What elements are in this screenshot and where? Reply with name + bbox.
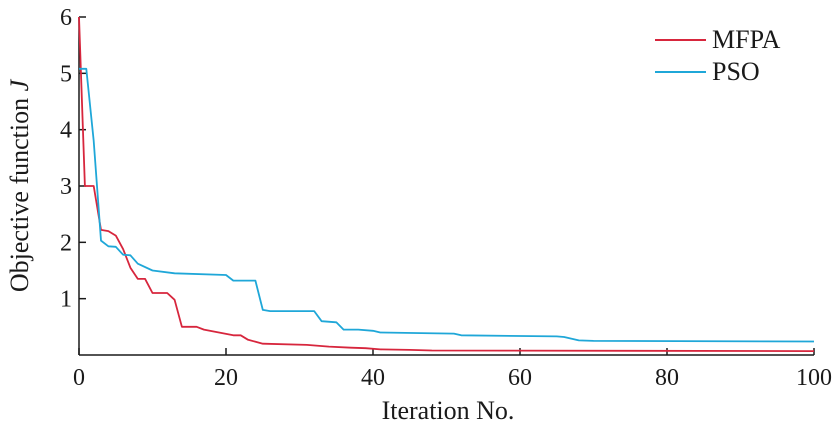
y-axis-label-variable: J: [5, 78, 34, 91]
x-tick-label: 40: [361, 365, 385, 391]
y-axis-label-text: Objective function: [5, 98, 34, 292]
x-axis-label: Iteration No.: [382, 396, 515, 425]
y-axis-label: Objective function J: [5, 78, 34, 292]
legend-label-pso: PSO: [712, 57, 760, 86]
series-layer: [78, 16, 815, 352]
y-tick-label: 5: [60, 61, 72, 87]
x-tick-label: 60: [508, 365, 532, 391]
y-tick-label: 4: [60, 118, 72, 144]
legend-label-mfpa: MFPA: [712, 25, 781, 54]
x-tick-label: 0: [73, 365, 85, 391]
x-tick-label: 80: [655, 365, 679, 391]
x-tick-label: 20: [214, 365, 238, 391]
y-tick-label: 1: [60, 287, 72, 313]
axes: 0 20 40 60 80 100 1 2 3 4 5 6: [60, 5, 832, 391]
y-tick-label: 3: [60, 174, 72, 200]
y-tick-label: 6: [60, 5, 72, 31]
legend: MFPA PSO: [655, 25, 781, 86]
series-line-mfpa: [78, 16, 815, 352]
y-tick-label: 2: [60, 230, 72, 256]
x-tick-label: 100: [796, 365, 832, 391]
series-line-pso: [79, 67, 815, 343]
